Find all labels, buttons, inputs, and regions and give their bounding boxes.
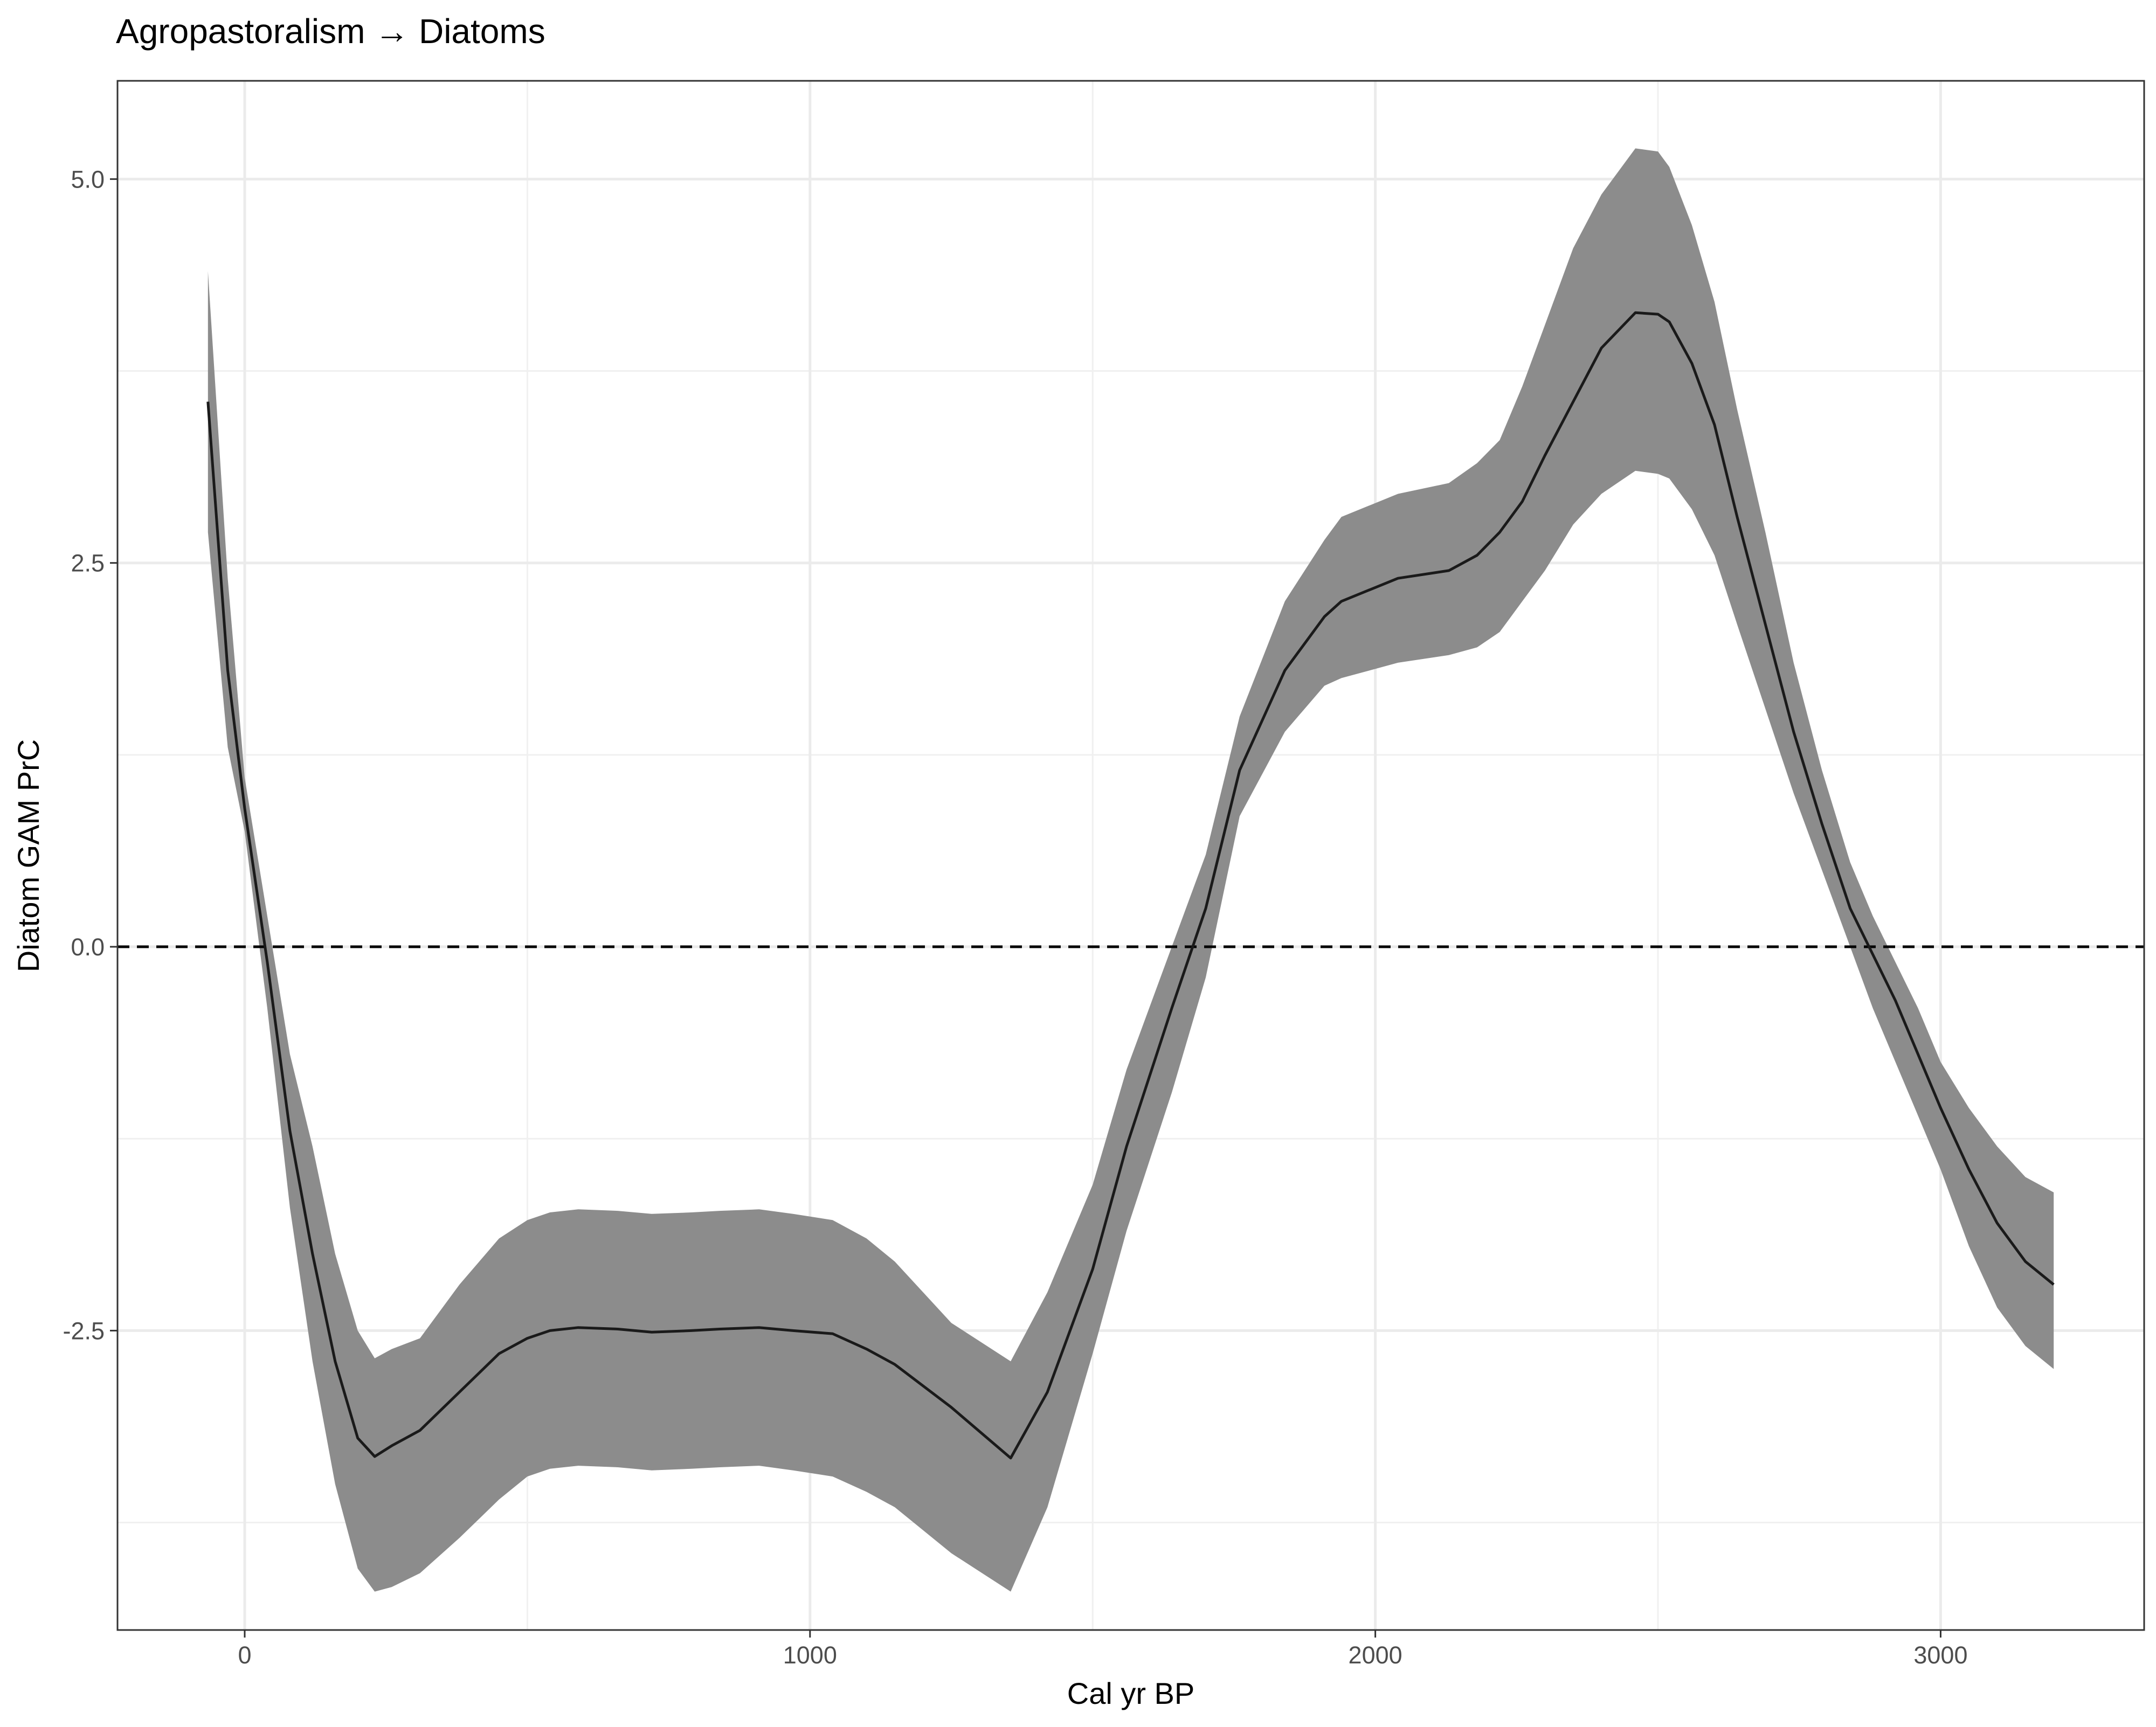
y-axis-title: Diatom GAM PrC [11, 739, 45, 973]
x-tick-label: 2000 [1349, 1641, 1402, 1669]
gam-fit-line [206, 311, 2055, 1460]
x-tick-label: 3000 [1913, 1641, 1967, 1669]
y-tick-label: 0.0 [71, 933, 105, 961]
y-tick-label: 5.0 [71, 165, 105, 193]
chart-title: Agropastoralism → Diatoms [116, 12, 545, 51]
y-axis: -2.5 0.0 2.5 5.0 [63, 165, 118, 1344]
plot-panel [116, 80, 2145, 1631]
x-tick-label: 0 [238, 1641, 251, 1669]
confidence-ribbon [208, 148, 2054, 1592]
x-axis-title: Cal yr BP [1067, 1676, 1195, 1710]
y-tick-label: 2.5 [71, 550, 105, 577]
y-tick-label: -2.5 [63, 1317, 105, 1344]
panel-border [116, 80, 2145, 1631]
x-axis: 0 1000 2000 3000 [238, 1630, 1967, 1669]
x-tick-label: 1000 [783, 1641, 837, 1669]
